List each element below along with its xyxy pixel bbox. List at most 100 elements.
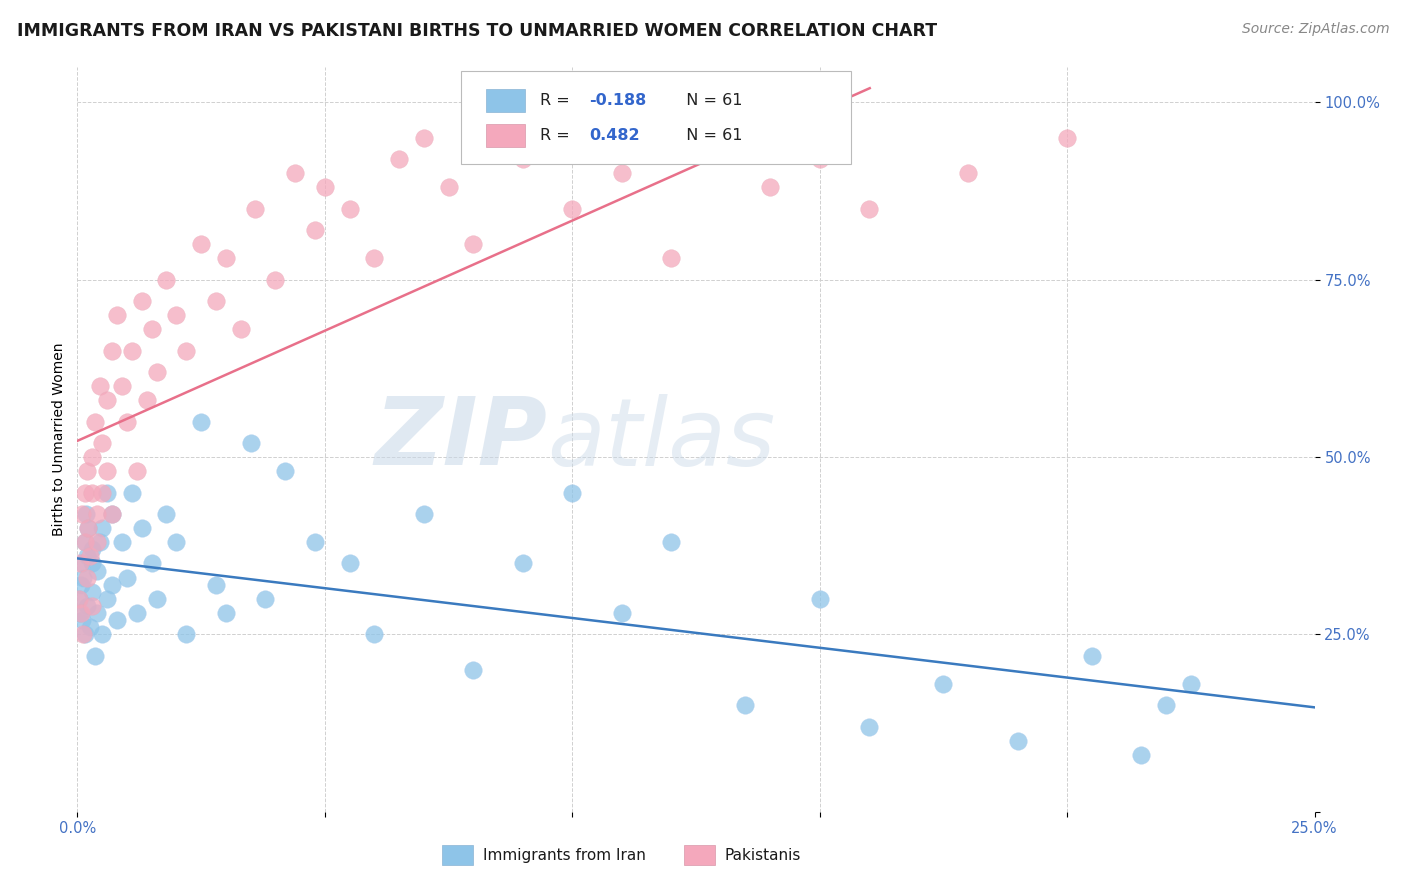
Text: ZIP: ZIP bbox=[374, 393, 547, 485]
Point bbox=[82, 485, 104, 500]
Point bbox=[69, 606, 91, 620]
Point bbox=[86, 564, 108, 578]
Point bbox=[72, 627, 94, 641]
Text: Pakistanis: Pakistanis bbox=[724, 847, 801, 863]
Point bbox=[957, 166, 980, 180]
Point bbox=[86, 535, 108, 549]
Point bbox=[437, 180, 460, 194]
Point bbox=[79, 620, 101, 634]
Point bbox=[101, 578, 124, 592]
Point bbox=[363, 252, 385, 266]
Point bbox=[284, 166, 307, 180]
Point bbox=[96, 393, 118, 408]
Point bbox=[561, 485, 583, 500]
Point bbox=[111, 535, 134, 549]
Point bbox=[512, 557, 534, 571]
Point bbox=[1130, 747, 1153, 762]
Point bbox=[121, 485, 143, 500]
Point bbox=[101, 507, 124, 521]
Point bbox=[512, 152, 534, 166]
Point bbox=[73, 535, 96, 549]
Point bbox=[82, 599, 104, 613]
Point bbox=[610, 606, 633, 620]
FancyBboxPatch shape bbox=[461, 70, 851, 164]
Point bbox=[145, 365, 167, 379]
Point bbox=[229, 322, 252, 336]
Point bbox=[314, 180, 336, 194]
Point bbox=[659, 535, 682, 549]
Point bbox=[141, 322, 163, 336]
Point bbox=[105, 613, 128, 627]
Point bbox=[76, 549, 98, 564]
Point bbox=[73, 627, 96, 641]
Point bbox=[858, 720, 880, 734]
Point bbox=[67, 591, 90, 606]
Point bbox=[79, 549, 101, 564]
Point bbox=[174, 627, 197, 641]
Point bbox=[808, 152, 831, 166]
Point bbox=[610, 166, 633, 180]
Point bbox=[1007, 733, 1029, 747]
Text: R =: R = bbox=[540, 128, 575, 143]
Point bbox=[75, 507, 97, 521]
Point bbox=[82, 584, 104, 599]
Point bbox=[96, 485, 118, 500]
Point bbox=[710, 131, 733, 145]
Point bbox=[70, 606, 93, 620]
Point bbox=[145, 591, 167, 606]
Point bbox=[759, 180, 782, 194]
Text: N = 61: N = 61 bbox=[676, 93, 742, 108]
Text: IMMIGRANTS FROM IRAN VS PAKISTANI BIRTHS TO UNMARRIED WOMEN CORRELATION CHART: IMMIGRANTS FROM IRAN VS PAKISTANI BIRTHS… bbox=[17, 22, 936, 40]
Point bbox=[86, 606, 108, 620]
Point bbox=[205, 293, 228, 308]
Point bbox=[412, 507, 434, 521]
Point bbox=[659, 252, 682, 266]
Point bbox=[83, 415, 105, 429]
Point bbox=[205, 578, 228, 592]
Point bbox=[190, 415, 212, 429]
Point bbox=[1056, 131, 1078, 145]
Point bbox=[76, 571, 98, 585]
Point bbox=[83, 648, 105, 663]
FancyBboxPatch shape bbox=[683, 845, 714, 865]
Point bbox=[76, 464, 98, 478]
Point bbox=[239, 435, 262, 450]
Text: Immigrants from Iran: Immigrants from Iran bbox=[484, 847, 645, 863]
Point bbox=[76, 599, 98, 613]
Point bbox=[190, 237, 212, 252]
Point bbox=[264, 273, 287, 287]
Point bbox=[141, 557, 163, 571]
Point bbox=[561, 202, 583, 216]
Point bbox=[339, 557, 361, 571]
Point bbox=[72, 571, 94, 585]
Point bbox=[215, 606, 238, 620]
Point bbox=[82, 542, 104, 557]
Point bbox=[165, 308, 187, 322]
Point bbox=[274, 464, 297, 478]
Point bbox=[69, 557, 91, 571]
Point bbox=[174, 343, 197, 358]
Point bbox=[165, 535, 187, 549]
Text: Source: ZipAtlas.com: Source: ZipAtlas.com bbox=[1241, 22, 1389, 37]
Point bbox=[131, 293, 153, 308]
Point bbox=[89, 379, 111, 393]
Point bbox=[115, 415, 138, 429]
Point bbox=[77, 521, 100, 535]
Point bbox=[73, 535, 96, 549]
Point bbox=[91, 521, 114, 535]
Point bbox=[858, 202, 880, 216]
Point bbox=[89, 535, 111, 549]
Point bbox=[105, 308, 128, 322]
Point bbox=[125, 606, 148, 620]
Point bbox=[215, 252, 238, 266]
Text: atlas: atlas bbox=[547, 393, 776, 485]
Point bbox=[101, 507, 124, 521]
FancyBboxPatch shape bbox=[443, 845, 474, 865]
Point bbox=[96, 591, 118, 606]
Point bbox=[135, 393, 157, 408]
Text: R =: R = bbox=[540, 93, 575, 108]
Point bbox=[101, 343, 124, 358]
Point bbox=[254, 591, 277, 606]
Point bbox=[155, 507, 177, 521]
Point bbox=[72, 507, 94, 521]
